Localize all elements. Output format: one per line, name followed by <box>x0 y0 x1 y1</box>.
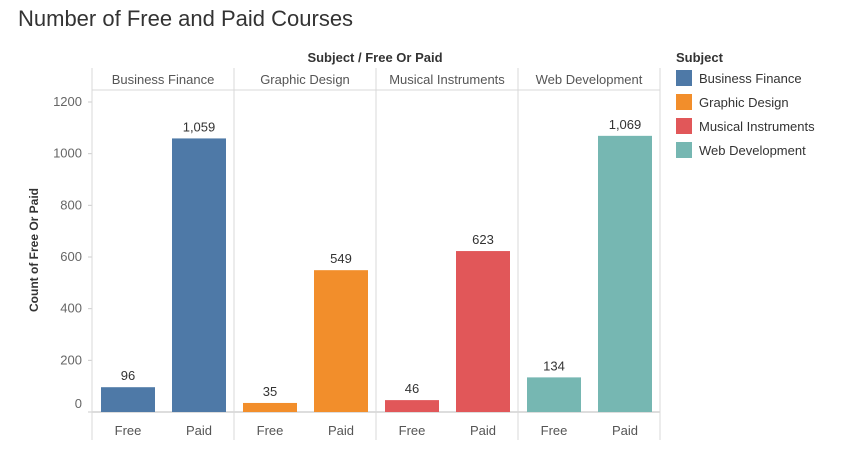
legend-swatch-musical-instruments <box>676 118 692 134</box>
x-tick-label-graphic-design-free: Free <box>257 423 284 438</box>
panel-header-web-development: Web Development <box>536 72 643 87</box>
data-label-musical-instruments-free: 46 <box>405 381 419 396</box>
bar-business-finance-paid <box>172 138 226 413</box>
legend: Business Finance Graphic Design Musical In… <box>676 70 815 158</box>
legend-swatch-graphic-design <box>676 94 692 110</box>
bar-graphic-design-free <box>243 402 297 412</box>
legend-label-business-finance: Business Finance <box>699 71 802 86</box>
panel-header-musical-instruments: Musical Instruments <box>389 72 505 87</box>
y-axis-label: Count of Free Or Paid <box>27 188 41 312</box>
panel-header-business-finance: Business Finance <box>112 72 215 87</box>
data-label-graphic-design-paid: 549 <box>330 251 352 266</box>
chart-title: Number of Free and Paid Courses <box>18 6 353 31</box>
bar-business-finance-free <box>101 387 155 412</box>
y-tick-label-1200: 1200 <box>53 94 82 109</box>
legend-title: Subject <box>676 50 724 65</box>
x-tick-label-web-development-paid: Paid <box>612 423 638 438</box>
y-tick-label-1000: 1000 <box>53 146 82 161</box>
bar-web-development-free <box>527 377 581 412</box>
data-label-web-development-free: 134 <box>543 358 565 373</box>
data-label-musical-instruments-paid: 623 <box>472 232 494 247</box>
data-label-business-finance-paid: 1,059 <box>183 119 216 134</box>
bar-web-development-paid <box>598 135 652 412</box>
x-tick-label-web-development-free: Free <box>541 423 568 438</box>
legend-label-musical-instruments: Musical Instruments <box>699 119 815 134</box>
x-tick-label-graphic-design-paid: Paid <box>328 423 354 438</box>
y-tick-label-400: 400 <box>60 301 82 316</box>
y-tick-label-0: 0 <box>75 396 82 411</box>
y-tick-label-200: 200 <box>60 352 82 367</box>
bar-musical-instruments-free <box>385 400 439 412</box>
x-tick-label-musical-instruments-free: Free <box>399 423 426 438</box>
y-tick-label-800: 800 <box>60 197 82 212</box>
legend-swatch-business-finance <box>676 70 692 86</box>
bar-graphic-design-paid <box>314 270 368 412</box>
y-tick-label-600: 600 <box>60 249 82 264</box>
legend-label-graphic-design: Graphic Design <box>699 95 789 110</box>
panel-header-graphic-design: Graphic Design <box>260 72 350 87</box>
data-label-web-development-paid: 1,069 <box>609 117 642 132</box>
x-tick-label-business-finance-paid: Paid <box>186 423 212 438</box>
bar-musical-instruments-paid <box>456 251 510 412</box>
x-tick-label-business-finance-free: Free <box>115 423 142 438</box>
x-tick-label-musical-instruments-paid: Paid <box>470 423 496 438</box>
data-label-graphic-design-free: 35 <box>263 384 277 399</box>
column-header: Subject / Free Or Paid <box>307 50 442 65</box>
data-label-business-finance-free: 96 <box>121 368 135 383</box>
plot-area: 0 200 400 600 800 1000 1200 Business Finance 96 F… <box>53 68 661 440</box>
legend-label-web-development: Web Development <box>699 143 806 158</box>
legend-swatch-web-development <box>676 142 692 158</box>
